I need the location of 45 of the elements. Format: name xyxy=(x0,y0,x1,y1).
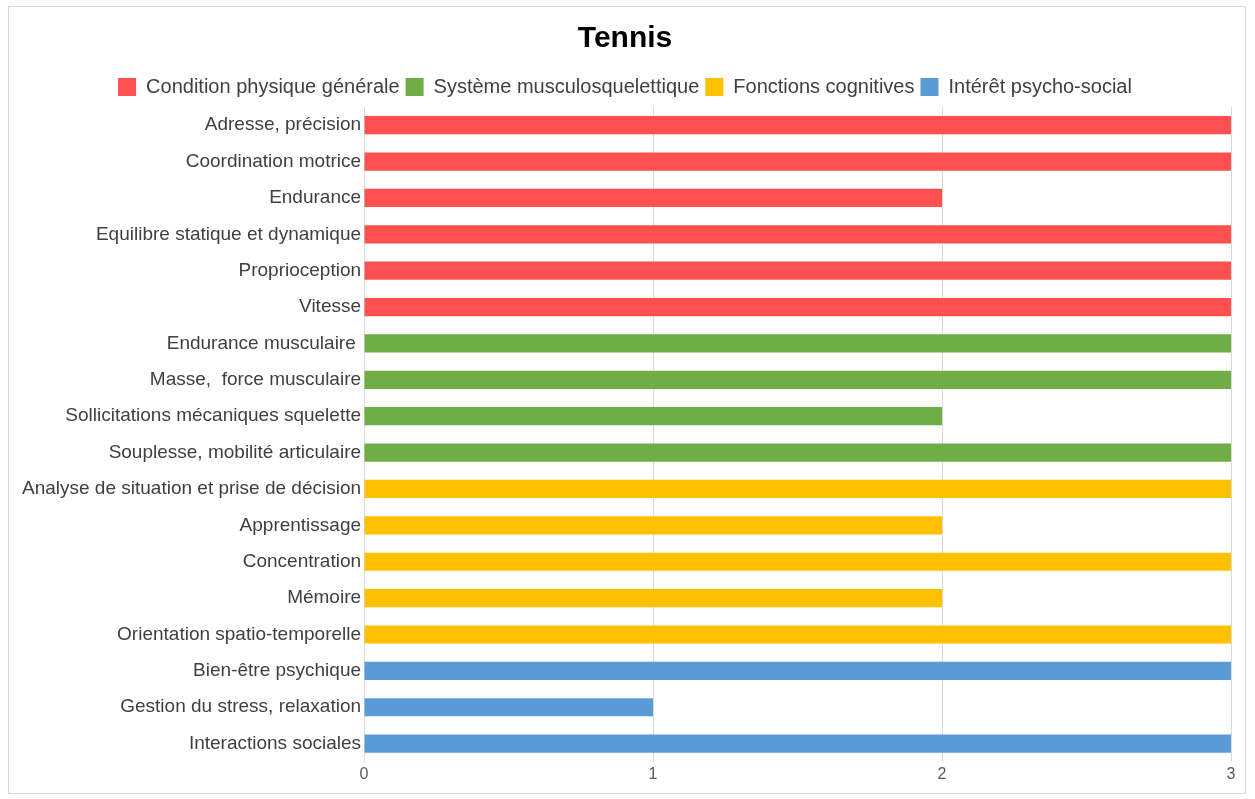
bar xyxy=(364,516,943,535)
y-tick-label: Interactions sociales xyxy=(188,731,362,753)
bar xyxy=(364,734,1231,753)
bar xyxy=(364,334,1231,353)
bar xyxy=(364,479,1231,499)
y-tick-label: Mémoire xyxy=(287,586,362,608)
legend-label: Condition physique générale xyxy=(146,74,400,97)
bar xyxy=(364,407,943,426)
x-tick-label: 1 xyxy=(648,764,658,782)
bar xyxy=(364,370,1231,389)
legend-label: Système musculosquelettique xyxy=(433,74,700,97)
x-tick-label: 3 xyxy=(1226,764,1236,782)
y-tick-label: Endurance xyxy=(269,186,362,208)
y-tick-label: Gestion du stress, relaxation xyxy=(120,695,362,717)
y-tick-label: Apprentissage xyxy=(239,513,362,535)
x-tick-label: 0 xyxy=(359,764,369,782)
bar xyxy=(364,261,1231,280)
y-tick-label: Sollicitations mécaniques squelette xyxy=(65,404,362,426)
bar xyxy=(364,698,654,717)
bar xyxy=(364,116,1231,135)
y-tick-label: Coordination motrice xyxy=(185,149,362,171)
y-tick-label: Orientation spatio-temporelle xyxy=(117,622,362,644)
y-tick-label: Adresse, précision xyxy=(204,113,362,135)
bar xyxy=(364,443,1231,462)
y-tick-label: Analyse de situation et prise de décision xyxy=(21,477,362,499)
bar xyxy=(364,661,1231,680)
y-tick-label: Concentration xyxy=(242,549,362,571)
chart-title: Tennis xyxy=(577,20,673,54)
y-tick-label: Proprioception xyxy=(238,258,362,280)
legend-label: Intérêt psycho-social xyxy=(948,74,1132,97)
legend-label: Fonctions cognitives xyxy=(733,74,915,97)
y-tick-label: Bien-être psychique xyxy=(193,659,362,681)
y-tick-label: Masse, force musculaire xyxy=(149,368,362,390)
bar xyxy=(364,188,943,208)
y-tick-label: Souplesse, mobilité articulaire xyxy=(108,440,362,462)
y-tick-label: Vitesse xyxy=(299,295,362,317)
y-tick-label: Equilibre statique et dynamique xyxy=(95,222,362,244)
bar xyxy=(364,152,1231,171)
y-tick-label: Endurance musculaire xyxy=(166,331,362,353)
bar xyxy=(364,589,943,608)
bar xyxy=(364,225,1231,244)
bar xyxy=(364,552,1231,571)
bar xyxy=(364,625,1231,644)
bar xyxy=(364,297,1231,317)
x-tick-label: 2 xyxy=(937,764,947,782)
